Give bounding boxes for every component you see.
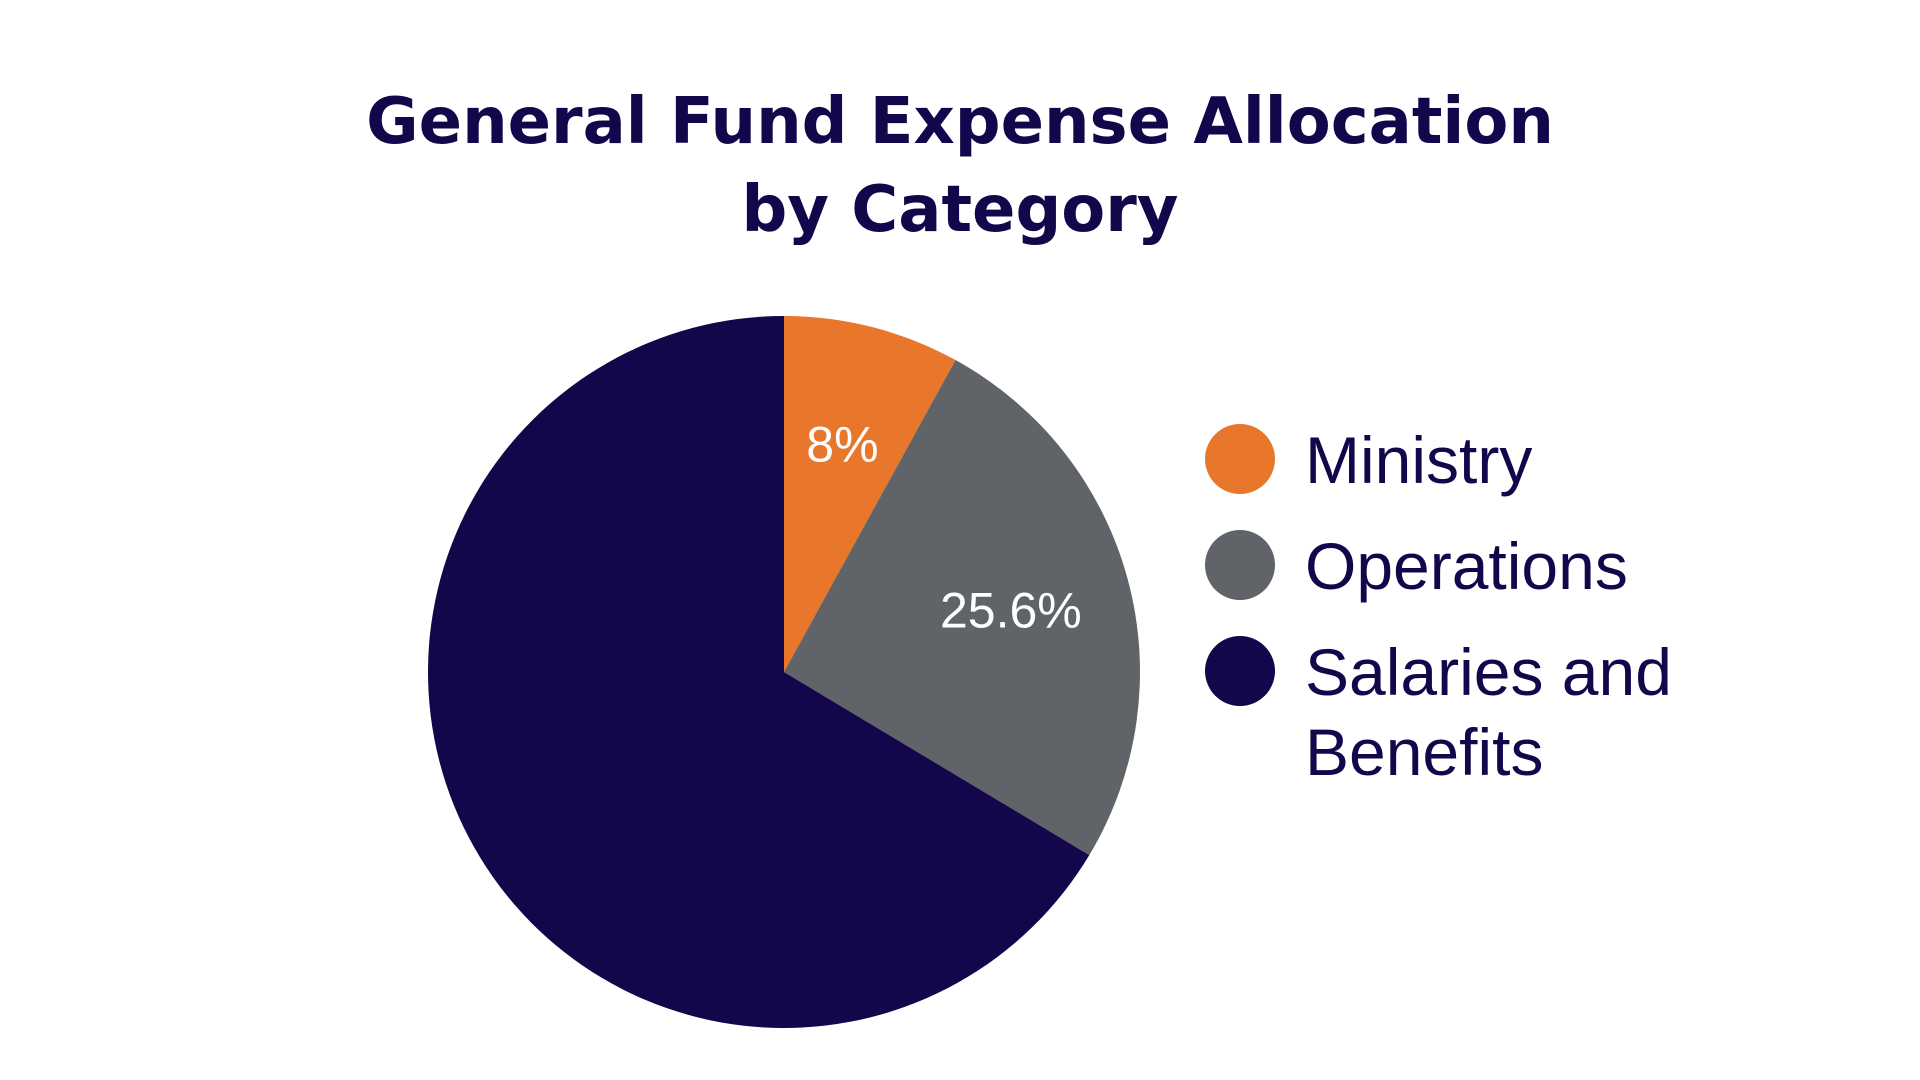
pie-slice-label-operations: 25.6% bbox=[940, 583, 1082, 639]
pie-slice-ministry bbox=[784, 316, 956, 672]
pie-slice-label-ministry: 8% bbox=[806, 416, 878, 472]
legend-label-operations: Operations bbox=[1305, 529, 1628, 603]
chart-title: General Fund Expense Allocation by Categ… bbox=[0, 78, 1920, 254]
legend-swatch-operations bbox=[1205, 530, 1275, 600]
legend-label-salaries-and-benefits: Salaries and Benefits bbox=[1305, 635, 1672, 789]
legend-item-ministry: Ministry bbox=[1205, 420, 1705, 500]
chart-title-line-2: by Category bbox=[741, 173, 1179, 247]
pie-slices bbox=[428, 316, 1140, 1028]
chart-title-line-1: General Fund Expense Allocation bbox=[366, 85, 1554, 159]
pie-slice-labels: 8% 25.6% bbox=[806, 416, 1081, 638]
pie-slice-salaries-and-benefits bbox=[428, 316, 1090, 1028]
legend-item-salaries-and-benefits: Salaries and Benefits bbox=[1205, 632, 1705, 792]
legend: Ministry Operations Salaries and Benefit… bbox=[1205, 420, 1705, 818]
legend-swatch-salaries-and-benefits bbox=[1205, 636, 1275, 706]
pie-slice-operations bbox=[784, 360, 1140, 856]
legend-label-ministry: Ministry bbox=[1305, 423, 1533, 497]
legend-item-operations: Operations bbox=[1205, 526, 1705, 606]
legend-swatch-ministry bbox=[1205, 424, 1275, 494]
